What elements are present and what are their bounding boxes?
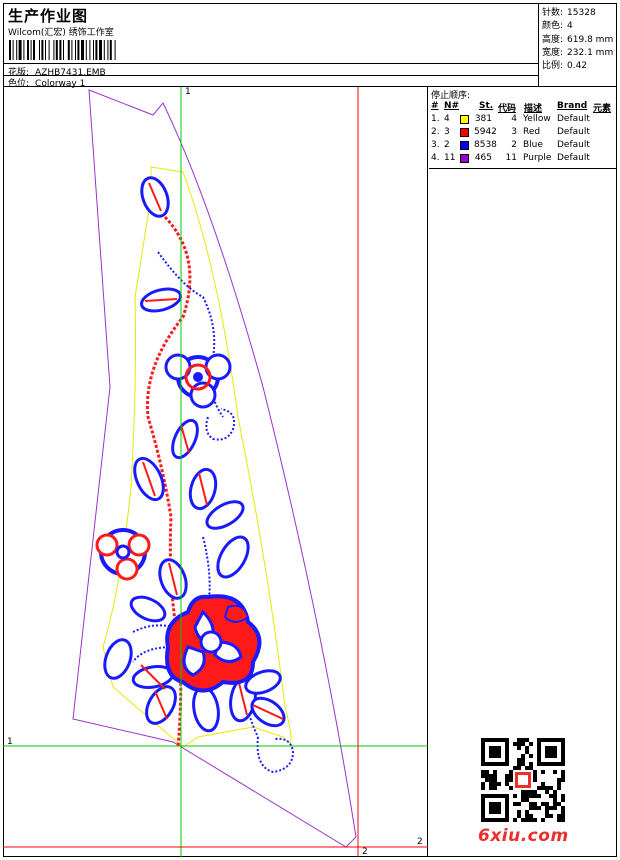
design-canvas: 1 1 2 2: [3, 87, 428, 857]
leaf-vein: [140, 182, 284, 720]
blue-curl: [205, 408, 236, 441]
col-header-element: 元素: [593, 104, 612, 114]
stat-stitches: 针数: 15328: [542, 8, 596, 18]
divider: [3, 75, 539, 76]
row-stitches: 5942: [474, 127, 497, 137]
row-code: 2: [511, 140, 517, 150]
row-index: 4.: [431, 153, 440, 163]
color-swatch: [460, 141, 469, 150]
axis-label-h1: 1: [7, 737, 13, 747]
row-desc: Purple: [523, 153, 552, 163]
row-brand: Default: [557, 153, 590, 163]
row-brand: Default: [557, 127, 590, 137]
stats-panel: 针数: 15328 颜色: 4 高度: 619.8 mm 宽度: 232.1 mm 比例…: [539, 3, 617, 87]
row-desc: Red: [523, 127, 541, 137]
row-index: 1.: [431, 114, 440, 124]
flower-main: [165, 594, 262, 693]
row-needle: 11: [444, 153, 456, 163]
divider: [3, 63, 539, 64]
embroidery-artwork: [3, 87, 428, 857]
axis-label-v2: 2: [362, 847, 368, 857]
row-needle: 2: [444, 140, 450, 150]
row-code: 3: [511, 127, 517, 137]
col-header-code: 代码: [498, 104, 517, 114]
stop-sequence-row: 3. 2 8538 2 Blue Default: [429, 140, 617, 153]
page-title: 生产作业图: [8, 7, 89, 25]
col-header-desc: 描述: [524, 104, 543, 114]
color-swatch: [460, 154, 469, 163]
col-header-brand: Brand: [557, 101, 588, 111]
colorway-row: 色位: Colorway 1: [8, 76, 85, 89]
design-file-row: 花版: AZHB7431.EMB: [8, 65, 106, 78]
stat-colors: 颜色: 4: [542, 21, 573, 31]
flower-left: [95, 528, 151, 581]
row-needle: 4: [444, 114, 450, 124]
col-header-index: #: [431, 101, 439, 111]
design-file-value: AZHB7431.EMB: [35, 68, 106, 78]
stop-sequence-panel: 停止顺序: # N# St. 代码 描述 Brand 元素 1. 4 381 4 Yel…: [429, 87, 617, 169]
stop-sequence-row: 2. 3 5942 3 Red Default: [429, 127, 617, 140]
stat-height: 高度: 619.8 mm: [542, 35, 614, 45]
qr-code-icon: [481, 738, 565, 822]
axis-label-v1: 1: [185, 87, 191, 97]
stop-sequence-title: 停止顺序:: [431, 91, 471, 101]
stat-width: 宽度: 232.1 mm: [542, 48, 614, 58]
row-index: 2.: [431, 127, 440, 137]
row-brand: Default: [557, 114, 590, 124]
page-frame: [3, 3, 617, 857]
row-brand: Default: [557, 140, 590, 150]
row-stitches: 465: [474, 153, 492, 163]
stop-sequence-row: 4. 11 465 11 Purple Default: [429, 153, 617, 166]
row-code: 4: [511, 114, 517, 124]
axis-label-h2: 2: [417, 837, 423, 847]
stop-sequence-row: 1. 4 381 4 Yellow Default: [429, 114, 617, 127]
colorway-label: 色位:: [8, 79, 30, 89]
stat-scale: 比例: 0.42: [542, 61, 588, 71]
row-stitches: 8538: [474, 140, 497, 150]
underlay-outline: [102, 166, 292, 748]
flower-top: [164, 353, 232, 409]
blue-curl: [256, 736, 295, 774]
row-stitches: 381: [474, 114, 492, 124]
header-panel: 生产作业图 Wilcom(汇宏) 绣饰工作室 花版: AZHB7431.EMB 色…: [3, 3, 539, 89]
row-desc: Yellow: [523, 114, 551, 124]
cut-outline: [72, 89, 357, 848]
design-file-label: 花版:: [8, 68, 30, 78]
row-needle: 3: [444, 127, 450, 137]
watermark-text: 6xiu.com: [478, 826, 569, 846]
col-header-stitches: St.: [479, 101, 494, 111]
color-swatch: [460, 128, 469, 137]
row-desc: Blue: [523, 140, 543, 150]
studio-subtitle: Wilcom(汇宏) 绣饰工作室: [8, 28, 114, 38]
colorway-value: Colorway 1: [35, 79, 86, 89]
col-header-needle: N#: [444, 101, 460, 111]
barcode-icon: [9, 40, 116, 60]
row-code: 11: [505, 153, 517, 163]
color-swatch: [460, 115, 469, 124]
row-index: 3.: [431, 140, 440, 150]
